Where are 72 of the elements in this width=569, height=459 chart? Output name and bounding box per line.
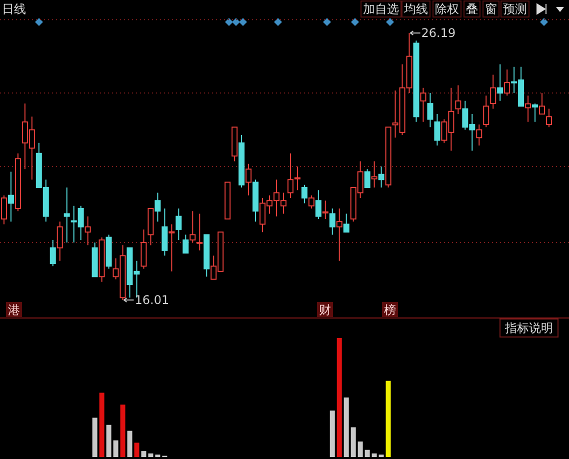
- text: 日线: [2, 2, 26, 16]
- bar: [99, 392, 104, 457]
- candlestick: [490, 74, 496, 110]
- candlestick: [420, 87, 426, 122]
- bar: [350, 427, 356, 457]
- bar: [364, 450, 370, 457]
- candlestick: [371, 160, 378, 188]
- annotation: 16.01: [134, 293, 170, 307]
- candlestick: [532, 103, 538, 122]
- candlestick: [315, 190, 322, 220]
- candlestick: [525, 95, 532, 122]
- bar: [358, 442, 363, 457]
- bar: [330, 410, 335, 457]
- candlestick: [50, 239, 56, 267]
- candlestick: [546, 108, 552, 128]
- bar: [92, 418, 98, 457]
- text: 预测: [503, 2, 527, 16]
- candlestick: [434, 114, 440, 146]
- candlestick: [476, 124, 482, 146]
- candlestick: [92, 242, 98, 278]
- candlestick: [322, 200, 328, 220]
- candlestick: [176, 208, 182, 240]
- candlestick: [168, 224, 175, 272]
- candlestick: [190, 210, 196, 244]
- candlestick: [329, 208, 336, 236]
- text: 除权: [435, 2, 459, 16]
- text: 榜: [384, 303, 396, 317]
- candlestick: [497, 64, 504, 102]
- candlestick: [56, 221, 63, 262]
- bar: [148, 453, 154, 457]
- bar: [127, 430, 132, 457]
- candlestick: [252, 179, 259, 222]
- text: 叠: [466, 2, 478, 16]
- candlestick: [483, 95, 490, 128]
- candlestick: [204, 234, 210, 278]
- candlestick: [106, 234, 112, 270]
- bar: [134, 442, 140, 457]
- candlestick: [154, 192, 161, 222]
- bar: [372, 453, 377, 457]
- candlestick: [455, 84, 462, 115]
- candlestick: [238, 134, 245, 188]
- candlestick: [246, 163, 252, 196]
- candlestick: [98, 236, 105, 282]
- candlestick: [196, 213, 203, 251]
- candlestick: [8, 171, 14, 222]
- annotation: 26.19: [421, 26, 456, 40]
- bar: [106, 424, 112, 457]
- candlestick: [64, 186, 70, 244]
- text: 港: [8, 303, 20, 317]
- candlestick: [162, 208, 168, 256]
- text: 均线: [403, 2, 428, 16]
- text: 窗: [485, 2, 497, 16]
- bar: [336, 338, 342, 457]
- text: 加自选: [363, 2, 399, 16]
- candlestick: [140, 228, 147, 270]
- text: 指标说明: [504, 321, 553, 335]
- candlestick: [504, 68, 510, 96]
- candlestick: [413, 40, 420, 122]
- bar: [141, 451, 146, 457]
- candlestick: [84, 216, 91, 246]
- bar: [120, 404, 126, 457]
- candlestick: [343, 213, 350, 233]
- candlestick: [427, 92, 434, 128]
- bar: [113, 440, 118, 457]
- candlestick: [336, 208, 342, 262]
- candlestick: [539, 92, 546, 115]
- candlestick: [378, 166, 384, 188]
- text: 财: [319, 303, 331, 317]
- bar: [386, 380, 391, 457]
- candlestick: [182, 234, 189, 254]
- candlestick: [232, 126, 238, 162]
- bar: [344, 398, 349, 457]
